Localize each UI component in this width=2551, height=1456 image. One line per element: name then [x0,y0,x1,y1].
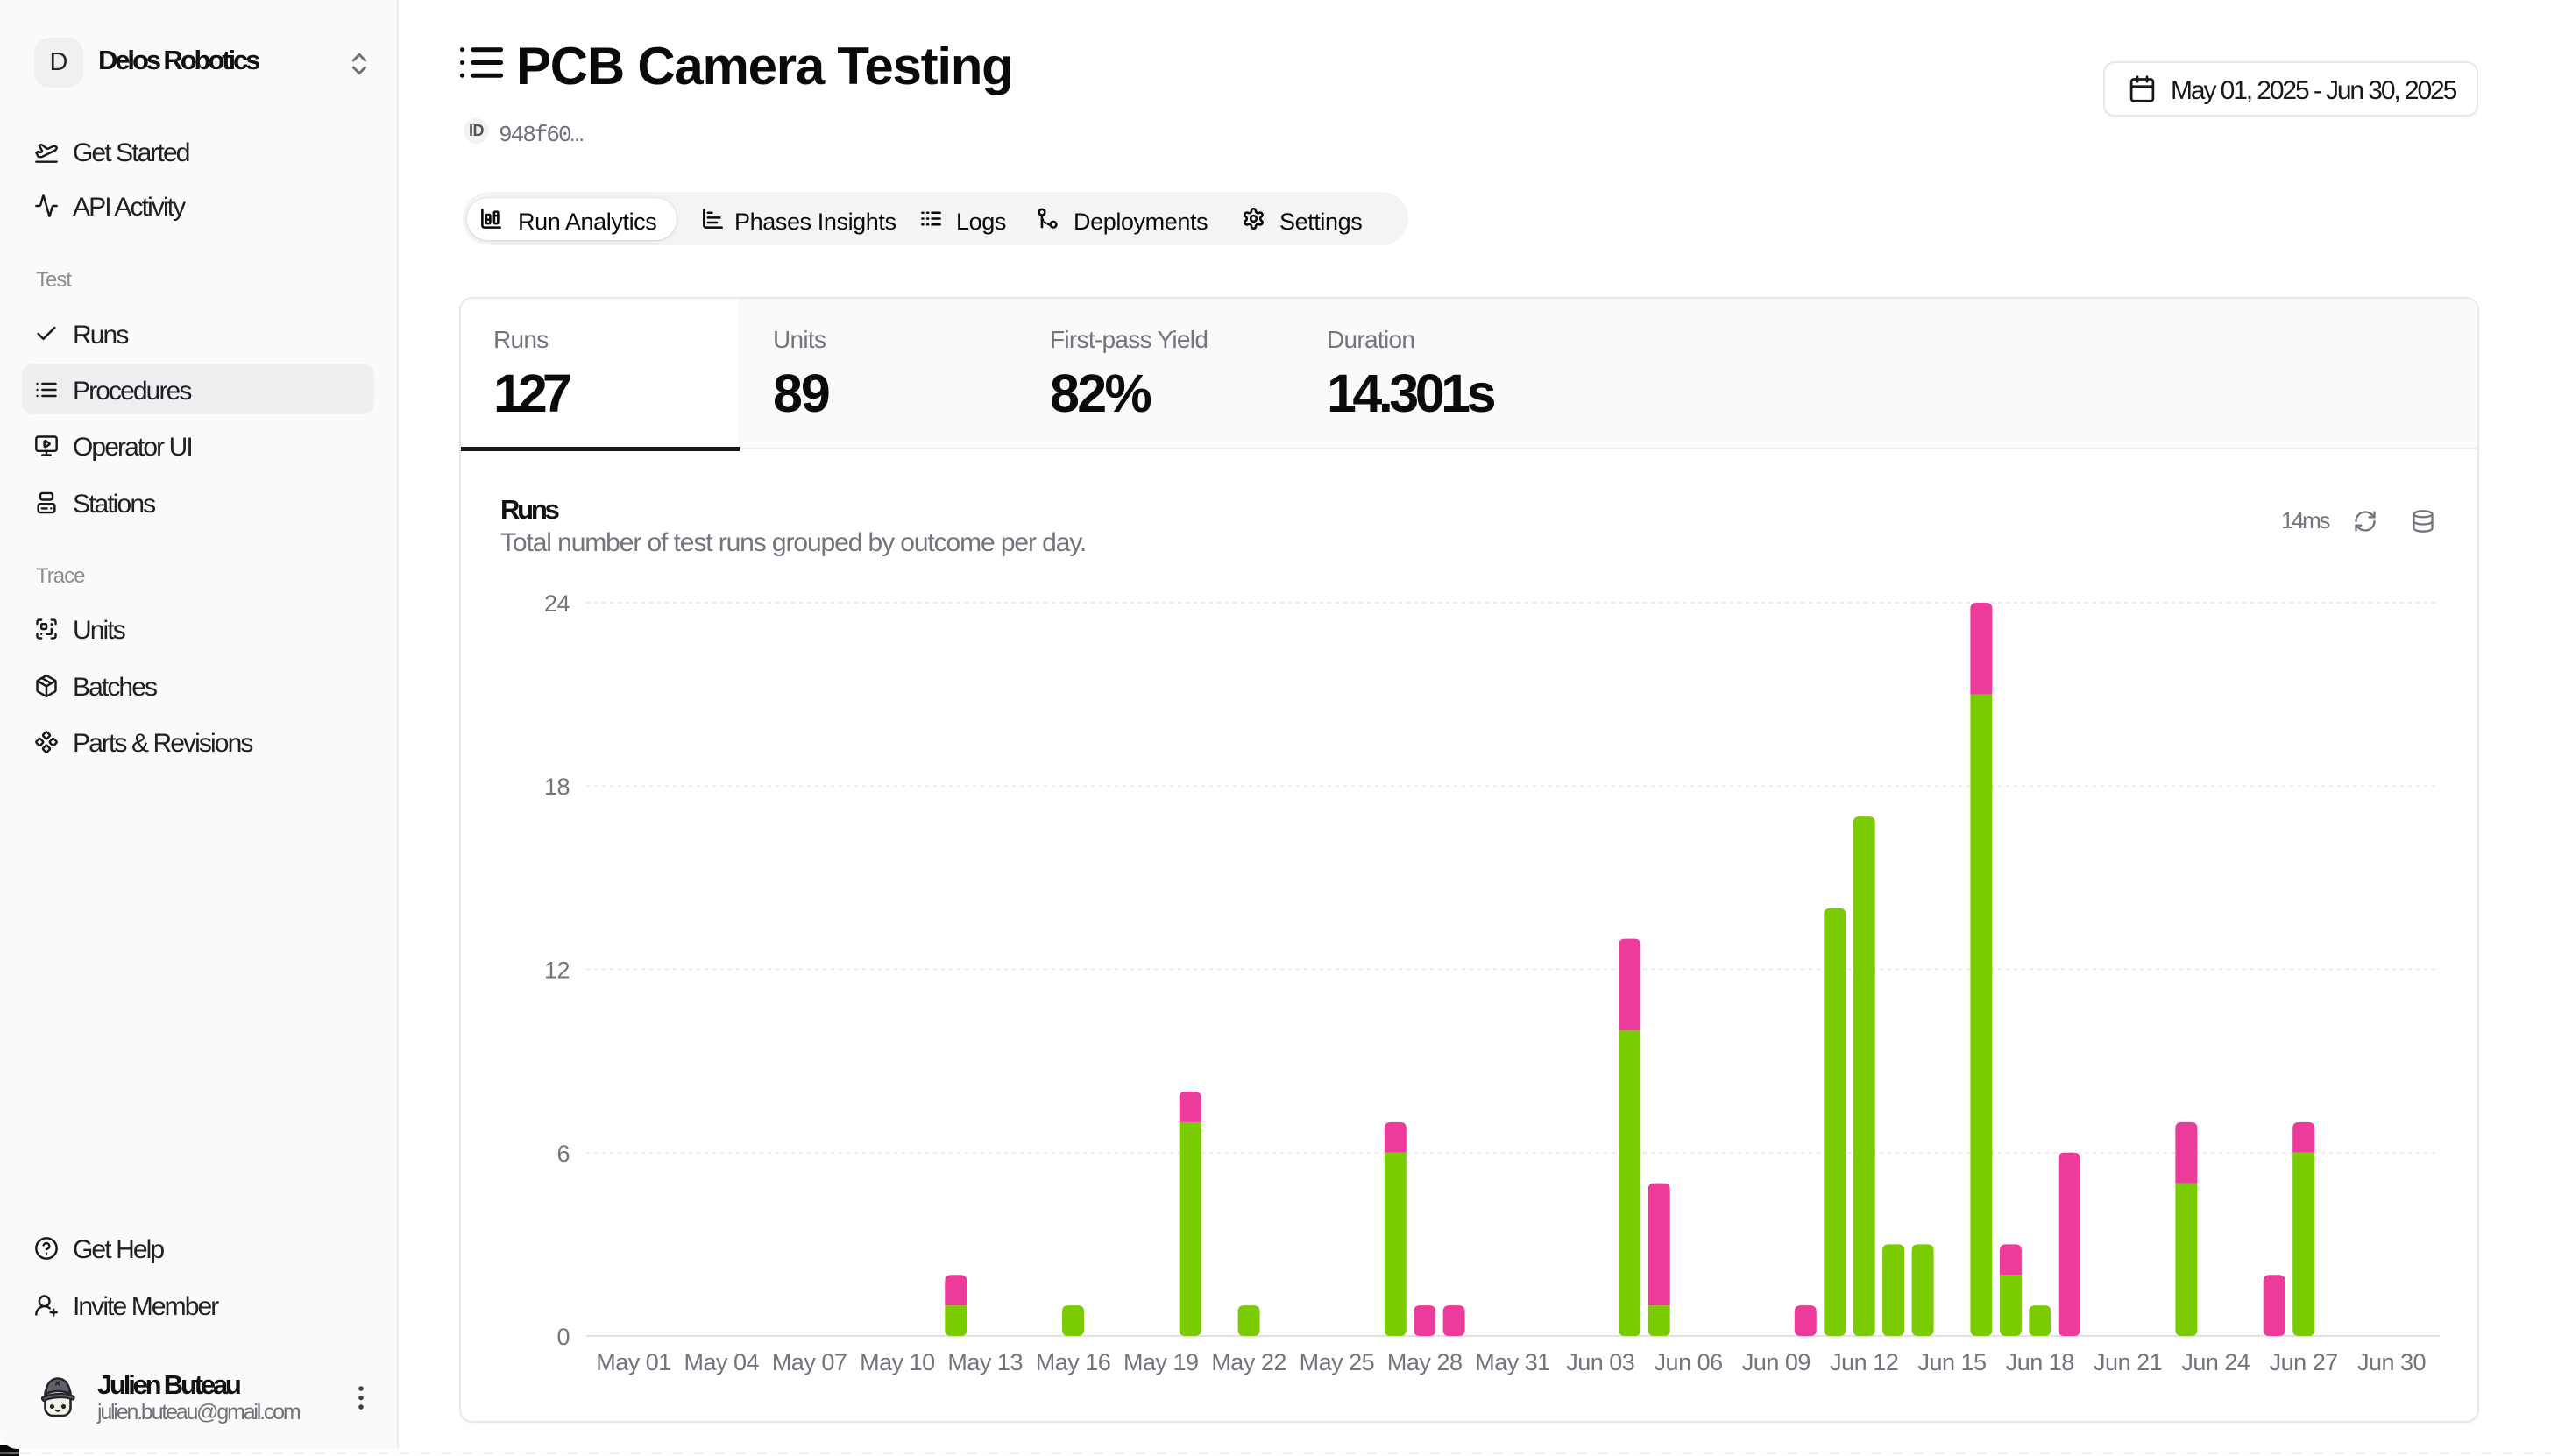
svg-text:Jun 09: Jun 09 [1742,1349,1811,1375]
svg-text:12: 12 [544,958,570,984]
svg-text:Jun 30: Jun 30 [2357,1349,2426,1375]
svg-text:May 07: May 07 [772,1349,847,1375]
svg-text:Jun 21: Jun 21 [2094,1349,2162,1375]
svg-text:24: 24 [544,590,570,617]
svg-text:May 10: May 10 [860,1349,935,1375]
svg-text:Jun 27: Jun 27 [2270,1349,2338,1375]
svg-text:May 22: May 22 [1211,1349,1286,1375]
svg-text:18: 18 [544,774,570,800]
svg-text:May 28: May 28 [1387,1349,1463,1375]
svg-text:May 04: May 04 [684,1349,760,1375]
svg-text:May 31: May 31 [1475,1349,1550,1375]
svg-text:May 13: May 13 [947,1349,1023,1375]
svg-text:Jun 18: Jun 18 [2006,1349,2074,1375]
svg-text:May 16: May 16 [1036,1349,1111,1375]
svg-text:6: 6 [556,1141,570,1167]
svg-text:0: 0 [556,1324,570,1350]
svg-text:May 19: May 19 [1123,1349,1199,1375]
svg-text:Jun 24: Jun 24 [2181,1349,2250,1375]
svg-text:Jun 15: Jun 15 [1917,1349,1986,1375]
svg-text:May 25: May 25 [1300,1349,1375,1375]
svg-text:May 01: May 01 [596,1349,671,1375]
svg-text:Jun 03: Jun 03 [1566,1349,1634,1375]
svg-text:Jun 06: Jun 06 [1655,1349,1723,1375]
svg-text:Jun 12: Jun 12 [1830,1349,1898,1375]
